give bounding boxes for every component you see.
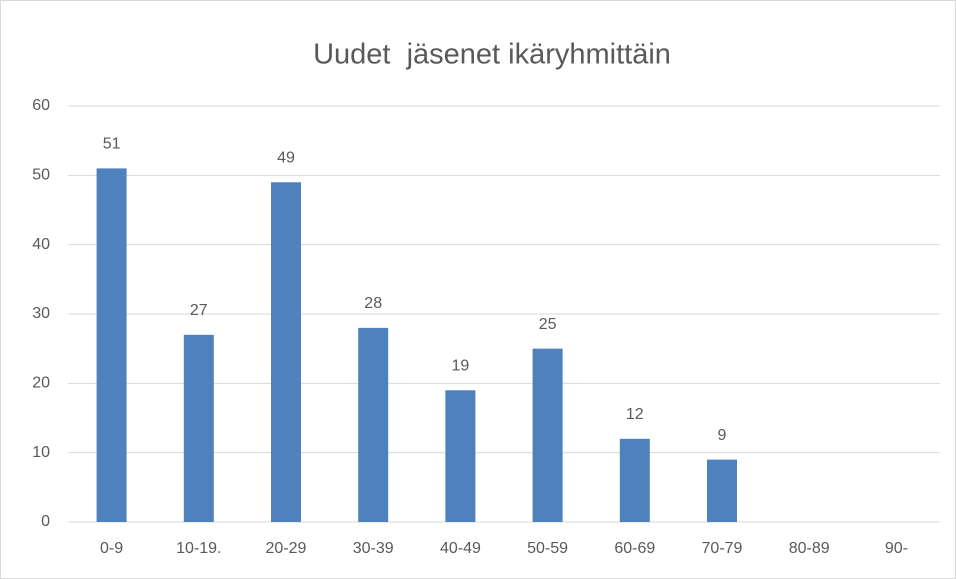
y-tick-label: 50: [32, 167, 50, 184]
data-label: 9: [718, 427, 727, 444]
chart-title: Uudet jäsenet ikäryhmittäin: [313, 39, 671, 71]
data-label: 28: [364, 295, 382, 312]
x-tick-label: 90-: [885, 540, 908, 557]
data-label: 19: [452, 357, 470, 374]
data-label: 49: [277, 149, 295, 166]
data-label: 25: [539, 316, 557, 333]
x-tick-label: 30-39: [353, 540, 394, 557]
x-tick-label: 60-69: [614, 540, 655, 557]
y-tick-label: 60: [32, 97, 50, 114]
y-tick-label: 40: [32, 236, 50, 253]
y-tick-label: 10: [32, 444, 50, 461]
x-tick-label: 50-59: [527, 540, 568, 557]
bar: [707, 459, 737, 522]
data-label: 27: [190, 302, 208, 319]
y-tick-label: 20: [32, 375, 50, 392]
x-tick-label: 0-9: [100, 540, 123, 557]
bar: [96, 168, 127, 522]
x-tick-label: 40-49: [440, 540, 481, 557]
x-tick-label: 20-29: [266, 540, 307, 557]
bar: [619, 438, 650, 522]
bar: [271, 182, 301, 522]
bar: [358, 327, 389, 522]
bar: [445, 390, 476, 522]
y-tick-label: 30: [32, 305, 50, 322]
bar: [532, 348, 563, 522]
data-label: 12: [626, 406, 644, 423]
bar: [183, 334, 214, 522]
x-tick-label: 70-79: [702, 540, 743, 557]
x-tick-label: 10-19.: [176, 540, 221, 557]
data-label: 51: [103, 136, 121, 153]
x-tick-label: 80-89: [789, 540, 830, 557]
y-tick-label: 0: [41, 513, 50, 530]
